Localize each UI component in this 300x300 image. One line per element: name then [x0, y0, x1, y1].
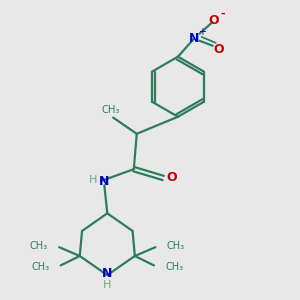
Text: N: N	[102, 268, 112, 281]
Text: CH₃: CH₃	[167, 241, 185, 251]
Text: O: O	[208, 14, 219, 27]
Text: -: -	[220, 9, 225, 19]
Text: CH₃: CH₃	[30, 241, 48, 251]
Text: H: H	[89, 175, 98, 185]
Text: O: O	[213, 43, 224, 56]
Text: N: N	[189, 32, 200, 45]
Text: CH₃: CH₃	[165, 262, 183, 272]
Text: N: N	[99, 175, 109, 188]
Text: CH₃: CH₃	[101, 105, 119, 115]
Text: H: H	[103, 280, 112, 290]
Text: O: O	[166, 172, 176, 184]
Text: CH₃: CH₃	[31, 262, 50, 272]
Text: +: +	[198, 27, 206, 37]
